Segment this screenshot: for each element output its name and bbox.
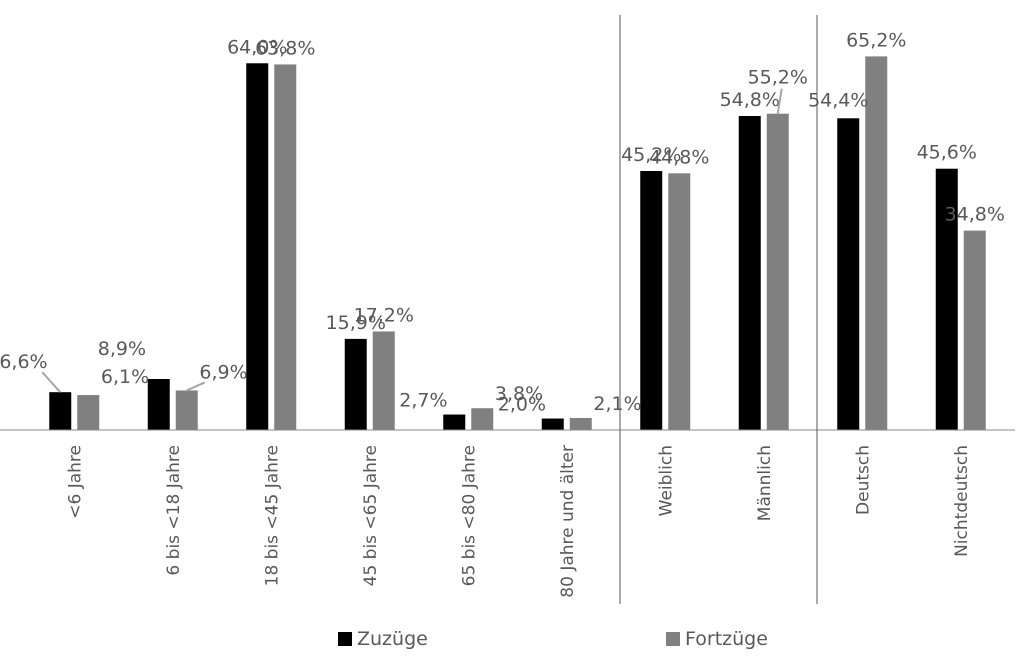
data-label-zuzuege-9: 45,6% bbox=[917, 142, 977, 164]
data-label-zuzuege-1: 8,9% bbox=[98, 338, 146, 360]
category-label-0: <6 Jahre bbox=[65, 445, 85, 519]
bar-fortzuege-7 bbox=[767, 114, 789, 430]
bar-fortzuege-0 bbox=[77, 395, 99, 430]
bar-zuzuege-2 bbox=[246, 63, 268, 430]
category-label-6: Weiblich bbox=[656, 445, 676, 516]
data-label-fortzuege-4: 3,8% bbox=[495, 383, 543, 405]
data-label-fortzuege-3: 17,2% bbox=[354, 304, 414, 326]
legend-swatch-fortzuege bbox=[666, 632, 680, 646]
data-label-fortzuege-9: 34,8% bbox=[945, 204, 1005, 226]
category-label-5: 80 Jahre und älter bbox=[558, 445, 578, 598]
leader-line-fortzuege-1 bbox=[187, 382, 205, 390]
category-label-1: 6 bis <18 Jahre bbox=[164, 445, 184, 576]
bar-zuzuege-3 bbox=[345, 339, 367, 430]
bar-zuzuege-6 bbox=[640, 171, 662, 430]
category-label-4: 65 bis <80 Jahre bbox=[459, 445, 479, 586]
bar-zuzuege-0 bbox=[49, 392, 71, 430]
data-label-fortzuege-8: 65,2% bbox=[846, 29, 906, 51]
category-label-9: Nichtdeutsch bbox=[952, 445, 972, 557]
bar-fortzuege-3 bbox=[373, 331, 395, 430]
data-label-zuzuege-7: 54,8% bbox=[720, 89, 780, 111]
bar-fortzuege-5 bbox=[570, 418, 592, 430]
bar-fortzuege-2 bbox=[274, 64, 296, 430]
category-label-7: Männlich bbox=[755, 445, 775, 521]
bar-fortzuege-8 bbox=[865, 56, 887, 430]
bar-zuzuege-7 bbox=[739, 116, 761, 430]
data-label-zuzuege-8: 54,4% bbox=[808, 89, 868, 111]
bar-zuzuege-1 bbox=[148, 379, 170, 430]
bar-fortzuege-9 bbox=[964, 231, 986, 430]
bar-fortzuege-6 bbox=[668, 173, 690, 430]
category-label-3: 45 bis <65 Jahre bbox=[361, 445, 381, 586]
leader-line-zuzuege-0 bbox=[42, 372, 60, 392]
data-label-fortzuege-6: 44,8% bbox=[649, 146, 709, 168]
category-label-2: 18 bis <45 Jahre bbox=[262, 445, 282, 586]
data-label-zuzuege-0: 6,6% bbox=[0, 351, 48, 373]
data-label-zuzuege-4: 2,7% bbox=[399, 390, 447, 412]
bar-zuzuege-5 bbox=[542, 419, 564, 430]
data-label-fortzuege-7: 55,2% bbox=[748, 67, 808, 89]
data-label-fortzuege-2: 63,8% bbox=[255, 37, 315, 59]
category-label-8: Deutsch bbox=[853, 445, 873, 515]
data-label-fortzuege-0: 6,1% bbox=[101, 366, 149, 388]
legend-label-fortzuege: Fortzüge bbox=[685, 628, 768, 650]
bar-fortzuege-4 bbox=[471, 408, 493, 430]
data-label-fortzuege-1: 6,9% bbox=[199, 361, 247, 383]
bar-fortzuege-1 bbox=[176, 390, 198, 430]
legend-label-zuzuege: Zuzüge bbox=[357, 628, 428, 650]
legend-swatch-zuzuege bbox=[338, 632, 352, 646]
bar-zuzuege-4 bbox=[443, 415, 465, 430]
data-label-fortzuege-5: 2,1% bbox=[593, 393, 641, 415]
bar-zuzuege-8 bbox=[837, 118, 859, 430]
